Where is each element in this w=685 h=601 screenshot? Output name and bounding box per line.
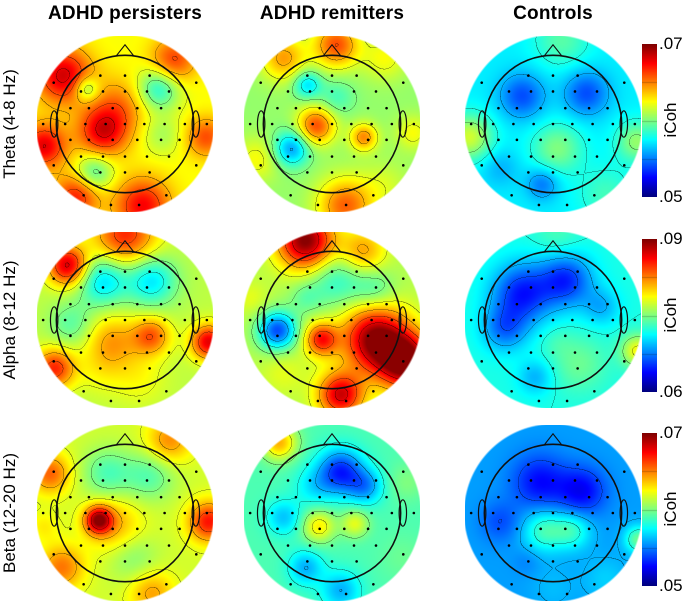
row-label-theta: Theta (4-8 Hz): [0, 69, 19, 179]
colorbar-alpha-min-label: .06: [659, 382, 683, 401]
row-label-beta: Beta (12-20 Hz): [0, 453, 19, 573]
topomap-theta-controls: [465, 36, 641, 212]
topomap-beta-controls: [465, 425, 641, 601]
topomap-beta-adhd-remitters: [244, 425, 420, 601]
topomap-theta-adhd-remitters: [244, 36, 420, 212]
colorbar-alpha-unit-label: iCoh: [661, 297, 680, 333]
colorbar-alpha-max-label: .09: [659, 229, 683, 248]
column-title-controls: Controls: [513, 3, 593, 24]
colorbar-theta-min-label: .05: [659, 187, 683, 206]
column-title-adhd-persisters: ADHD persisters: [48, 3, 202, 24]
colorbar-beta-unit-label: iCoh: [661, 491, 680, 527]
colorbar-theta-unit-label: iCoh: [661, 102, 680, 138]
topomap-alpha-adhd-remitters: [244, 232, 420, 408]
colorbar-beta-max-label: .07: [659, 423, 683, 442]
topomap-alpha-controls: [465, 232, 641, 408]
colorbar-beta-min-label: .05: [659, 576, 683, 595]
colorbar-theta-max-label: .07: [659, 34, 683, 53]
column-title-adhd-remitters: ADHD remitters: [259, 3, 405, 24]
colorbar-beta: [642, 433, 657, 586]
colorbar-alpha: [642, 239, 657, 392]
topomap-theta-adhd-persisters: [37, 36, 213, 212]
colorbar-theta: [642, 44, 657, 197]
topomap-beta-adhd-persisters: [37, 425, 213, 601]
topomap-alpha-adhd-persisters: [37, 232, 213, 408]
row-label-alpha: Alpha (8-12 Hz): [0, 260, 19, 380]
